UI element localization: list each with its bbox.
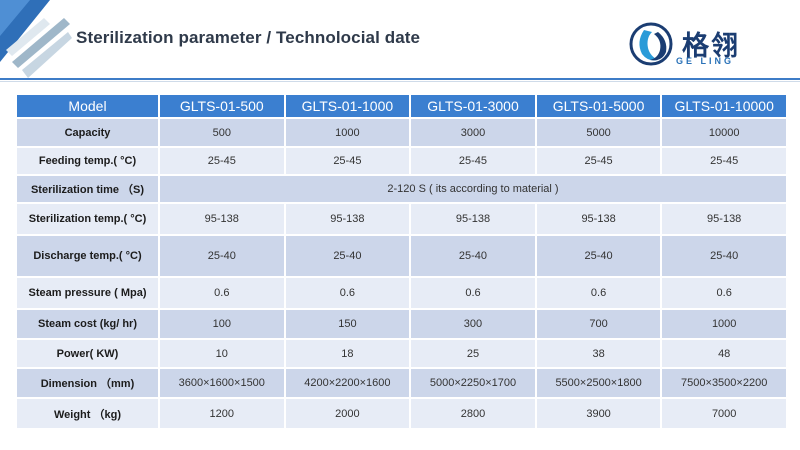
row-label: Power( KW)	[17, 340, 158, 367]
logo-chinese-text: 格翎	[682, 31, 740, 62]
table-cell: 150	[285, 310, 410, 338]
table-cell: 2000	[285, 399, 410, 428]
table-row: Power( KW) 10 18 25 38 48	[17, 340, 786, 367]
table-cell: 1000	[662, 310, 786, 338]
table-row: Dimension （mm) 3600×1600×1500 4200×2200×…	[17, 369, 786, 397]
table-cell: 38	[536, 340, 661, 367]
table-cell: 5000	[536, 119, 661, 146]
table-cell: 25-40	[160, 236, 284, 276]
table-header-row: Model GLTS-01-500 GLTS-01-1000 GLTS-01-3…	[17, 95, 786, 117]
table-cell: 25-45	[411, 148, 535, 174]
table-cell: 0.6	[662, 278, 786, 308]
table-cell: 3000	[411, 119, 535, 146]
table-cell: 0.6	[411, 278, 535, 308]
table-row: Capacity 500 1000 3000 5000 10000	[17, 119, 786, 146]
row-label: Weight （kg)	[17, 399, 158, 428]
table-row: Sterilization temp.( °C) 95-138 95-138 9…	[17, 204, 786, 234]
header-cell: GLTS-01-5000	[536, 95, 661, 117]
table-cell: 25-45	[160, 148, 284, 174]
logo-english-text: GE LING	[676, 56, 735, 66]
table-cell: 3900	[536, 399, 661, 428]
table-cell: 4200×2200×1600	[285, 369, 410, 397]
table-cell: 300	[411, 310, 535, 338]
table-cell: 0.6	[160, 278, 284, 308]
table-cell: 1200	[160, 399, 284, 428]
table-cell: 10000	[662, 119, 786, 146]
table-cell: 18	[285, 340, 410, 367]
table-cell: 25-45	[285, 148, 410, 174]
row-label: Steam pressure ( Mpa)	[17, 278, 158, 308]
table-cell: 0.6	[285, 278, 410, 308]
table-cell: 95-138	[285, 204, 410, 234]
spec-table: Model GLTS-01-500 GLTS-01-1000 GLTS-01-3…	[15, 93, 788, 430]
table-cell: 7500×3500×2200	[662, 369, 786, 397]
row-label: Capacity	[17, 119, 158, 146]
table-row: Sterilization time （S) 2-120 S ( its acc…	[17, 176, 786, 202]
table-cell: 95-138	[536, 204, 661, 234]
header-cell: GLTS-01-10000	[662, 95, 786, 117]
table-cell: 5500×2500×1800	[536, 369, 661, 397]
brand-logo-icon	[629, 22, 673, 66]
header-cell: Model	[17, 95, 158, 117]
row-label: Feeding temp.( °C)	[17, 148, 158, 174]
table-cell: 2800	[411, 399, 535, 428]
row-label: Sterilization time （S)	[17, 176, 158, 202]
table-row: Weight （kg) 1200 2000 2800 3900 7000	[17, 399, 786, 428]
table-cell: 100	[160, 310, 284, 338]
table-cell: 95-138	[411, 204, 535, 234]
table-cell: 25-40	[662, 236, 786, 276]
header-cell: GLTS-01-500	[160, 95, 284, 117]
header-divider	[0, 78, 800, 80]
table-cell: 3600×1600×1500	[160, 369, 284, 397]
table-row: Feeding temp.( °C) 25-45 25-45 25-45 25-…	[17, 148, 786, 174]
brand-logo: 格翎 GE LING	[628, 20, 798, 72]
table-row: Discharge temp.( °C) 25-40 25-40 25-40 2…	[17, 236, 786, 276]
table-cell: 500	[160, 119, 284, 146]
table-cell: 700	[536, 310, 661, 338]
table-cell: 0.6	[536, 278, 661, 308]
table-cell: 25-45	[662, 148, 786, 174]
row-label: Steam cost (kg/ hr)	[17, 310, 158, 338]
table-cell: 1000	[285, 119, 410, 146]
table-cell: 7000	[662, 399, 786, 428]
table-cell: 25-40	[536, 236, 661, 276]
table-cell: 48	[662, 340, 786, 367]
table-cell: 25-40	[285, 236, 410, 276]
table-row: Steam pressure ( Mpa) 0.6 0.6 0.6 0.6 0.…	[17, 278, 786, 308]
table-cell: 25-45	[536, 148, 661, 174]
table-cell: 5000×2250×1700	[411, 369, 535, 397]
row-label: Sterilization temp.( °C)	[17, 204, 158, 234]
page-title: Sterilization parameter / Technolocial d…	[76, 28, 421, 47]
row-label: Dimension （mm)	[17, 369, 158, 397]
table-cell: 95-138	[160, 204, 284, 234]
merged-cell: 2-120 S ( its according to material )	[160, 176, 786, 202]
table-cell: 25	[411, 340, 535, 367]
corner-decoration	[0, 0, 72, 80]
table-cell: 25-40	[411, 236, 535, 276]
row-label: Discharge temp.( °C)	[17, 236, 158, 276]
header-cell: GLTS-01-3000	[411, 95, 535, 117]
table-row: Steam cost (kg/ hr) 100 150 300 700 1000	[17, 310, 786, 338]
header-divider-thin	[0, 81, 800, 82]
table-cell: 10	[160, 340, 284, 367]
header-cell: GLTS-01-1000	[285, 95, 410, 117]
table-cell: 95-138	[662, 204, 786, 234]
